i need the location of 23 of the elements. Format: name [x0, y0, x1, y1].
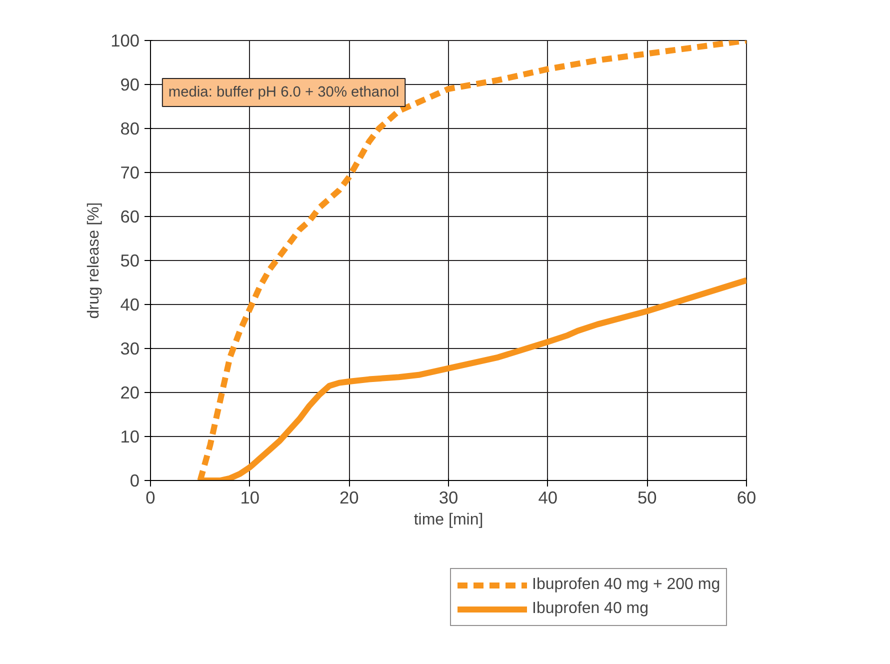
- y-tick-label: 100: [110, 30, 140, 50]
- y-tick-label: 90: [120, 74, 140, 94]
- y-tick-label: 70: [120, 162, 140, 182]
- y-tick-label: 0: [130, 470, 140, 490]
- annotation: media: buffer pH 6.0 + 30% ethanol: [168, 84, 400, 100]
- y-tick-label: 80: [120, 118, 140, 138]
- y-tick-label: 40: [120, 294, 140, 314]
- x-tick-label: 40: [538, 488, 558, 508]
- x-tick-label: 50: [638, 488, 657, 508]
- x-tick-label: 0: [146, 488, 156, 508]
- x-tick-label: 30: [438, 488, 458, 508]
- x-tick-label: 60: [736, 488, 756, 508]
- y-tick-label: 20: [120, 382, 140, 402]
- legend-label: Ibuprofen 40 mg + 200 mg: [532, 576, 720, 594]
- x-tick-label: 10: [240, 488, 260, 508]
- x-axis-title: time [min]: [414, 512, 484, 528]
- y-tick-label: 10: [120, 426, 140, 446]
- y-tick-label: 50: [120, 250, 140, 270]
- y-axis-title: drug release [%]: [86, 202, 103, 319]
- legend-label: Ibuprofen 40 mg: [532, 600, 649, 618]
- y-tick-label: 60: [120, 206, 140, 226]
- x-tick-label: 20: [340, 488, 359, 508]
- y-tick-label: 30: [120, 338, 140, 358]
